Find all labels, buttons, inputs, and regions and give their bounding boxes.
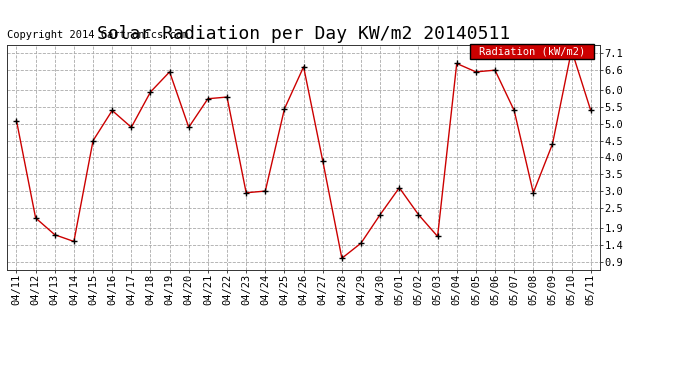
Text: Copyright 2014 Cartronics.com: Copyright 2014 Cartronics.com [7,30,188,40]
FancyBboxPatch shape [470,44,594,58]
Text: Radiation (kW/m2): Radiation (kW/m2) [479,46,585,56]
Title: Solar Radiation per Day KW/m2 20140511: Solar Radiation per Day KW/m2 20140511 [97,26,510,44]
